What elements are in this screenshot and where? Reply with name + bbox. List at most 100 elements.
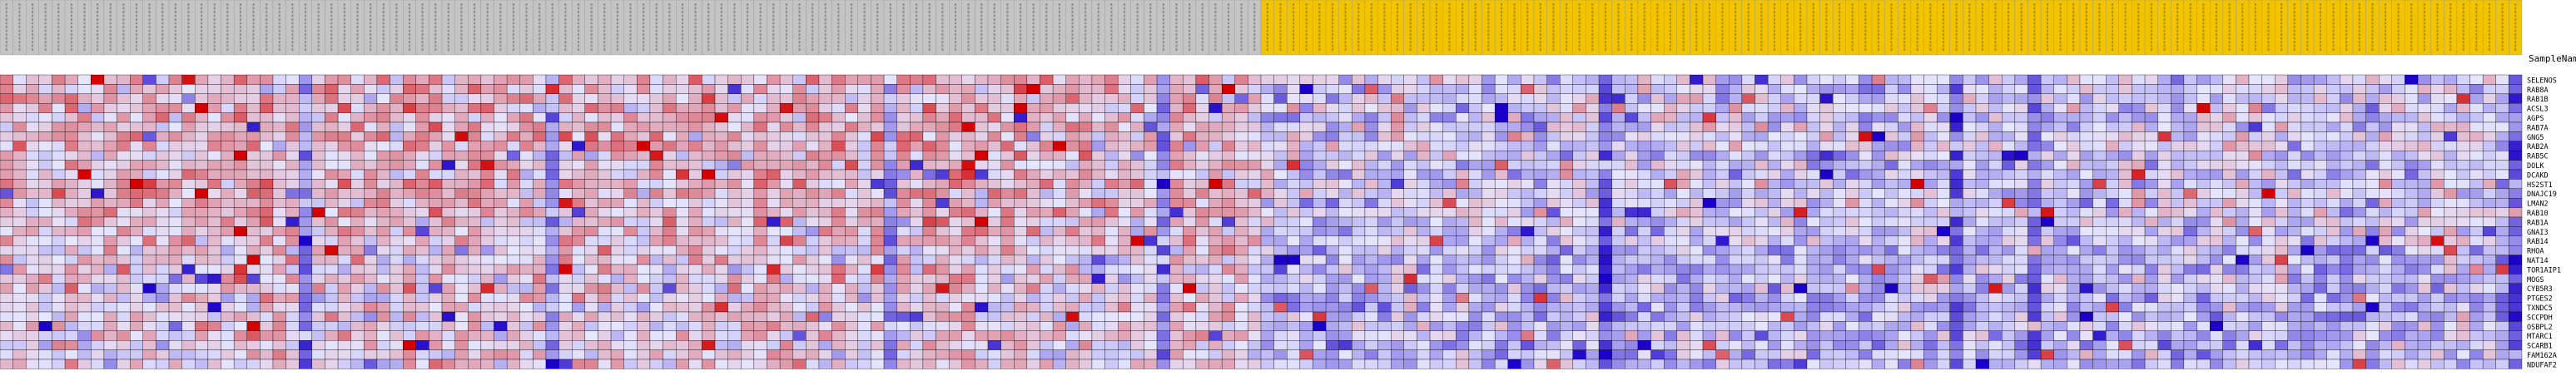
heatmap-cell	[1988, 141, 2003, 151]
heatmap-cell	[702, 207, 716, 218]
heatmap-cell	[311, 226, 325, 236]
heatmap-cell	[2171, 112, 2185, 123]
heatmap-cell	[2002, 93, 2016, 104]
heatmap-cell	[506, 103, 520, 113]
heatmap-cell	[1949, 283, 1963, 294]
heatmap-cell	[1299, 293, 1313, 303]
heatmap-cell	[1209, 160, 1223, 171]
heatmap-cell	[1287, 74, 1301, 85]
heatmap-cell	[584, 245, 598, 255]
heatmap-cell	[2365, 198, 2380, 208]
heatmap-cell	[1936, 151, 1950, 161]
heatmap-cell	[2132, 283, 2146, 294]
heatmap-cell	[2430, 198, 2444, 208]
heatmap-cell	[2209, 283, 2223, 294]
heatmap-cell	[2379, 198, 2392, 208]
heatmap-cell	[1260, 274, 1274, 284]
heatmap-cell	[2053, 103, 2067, 113]
heatmap-cell	[598, 84, 612, 94]
heatmap-cell	[936, 226, 950, 236]
heatmap-cell	[454, 235, 469, 246]
heatmap-cell	[142, 216, 156, 227]
heatmap-cell	[1664, 188, 1677, 199]
heatmap-cell	[987, 151, 1001, 161]
heatmap-cell	[871, 141, 885, 151]
heatmap-cell	[1169, 283, 1184, 294]
heatmap-cell	[403, 274, 416, 284]
heatmap-cell	[1364, 274, 1378, 284]
heatmap-cell	[26, 293, 40, 303]
heatmap-cell	[792, 74, 807, 85]
heatmap-cell	[975, 151, 989, 161]
heatmap-cell	[1963, 216, 1977, 227]
heatmap-cell	[675, 207, 689, 218]
heatmap-cell	[2482, 121, 2496, 132]
heatmap-cell	[714, 103, 728, 113]
heatmap-cell	[1702, 141, 1716, 151]
heatmap-cell	[1546, 226, 1561, 236]
heatmap-cell	[519, 131, 534, 141]
heatmap-cell	[1040, 198, 1054, 208]
heatmap-cell	[1482, 274, 1496, 284]
heatmap-cell	[2275, 151, 2289, 161]
heatmap-cell	[572, 207, 586, 218]
heatmap-cell	[649, 255, 663, 265]
heatmap-cell	[1910, 245, 1924, 255]
heatmap-cell	[1910, 226, 1924, 236]
heatmap-cell	[260, 188, 274, 199]
heatmap-cell	[1234, 131, 1248, 141]
heatmap-cell	[272, 235, 286, 246]
heatmap-cell	[1988, 169, 2003, 180]
heatmap-cell	[1611, 207, 1626, 218]
heatmap-cell	[403, 198, 416, 208]
heatmap-cell	[1417, 274, 1431, 284]
heatmap-cell	[2157, 141, 2171, 151]
heatmap-cell	[130, 207, 143, 218]
heatmap-cell	[1755, 207, 1769, 218]
heatmap-cell	[2326, 207, 2340, 218]
heatmap-cell	[1377, 198, 1392, 208]
heatmap-cell	[896, 131, 911, 141]
heatmap-cell	[1676, 235, 1690, 246]
heatmap-cell	[818, 74, 832, 85]
heatmap-cell	[1026, 112, 1040, 123]
heatmap-cell	[2391, 160, 2405, 171]
heatmap-cell	[533, 245, 547, 255]
heatmap-cell	[1442, 216, 1457, 227]
heatmap-cell	[1586, 274, 1600, 284]
heatmap-cell	[663, 103, 677, 113]
heatmap-cell	[2053, 245, 2067, 255]
heatmap-cell	[2248, 207, 2262, 218]
heatmap-cell	[572, 151, 586, 161]
heatmap-cell	[702, 235, 716, 246]
heatmap-cell	[1468, 198, 1482, 208]
heatmap-cell	[1026, 169, 1040, 180]
heatmap-cell	[910, 160, 924, 171]
heatmap-cell	[1144, 151, 1158, 161]
heatmap-cell	[922, 169, 936, 180]
heatmap-cell	[871, 121, 885, 132]
heatmap-cell	[572, 245, 586, 255]
heatmap-cell	[2379, 226, 2392, 236]
heatmap-cell	[987, 112, 1001, 123]
heatmap-cell	[1104, 131, 1119, 141]
heatmap-cell	[299, 245, 313, 255]
heatmap-cell	[1637, 131, 1651, 141]
heatmap-cell	[1729, 207, 1743, 218]
heatmap-cell	[533, 74, 547, 85]
heatmap-cell	[1806, 264, 1820, 275]
heatmap-cell	[1859, 141, 1873, 151]
heatmap-cell	[857, 103, 871, 113]
heatmap-cell	[1702, 245, 1716, 255]
heatmap-cell	[1546, 84, 1561, 94]
heatmap-cell	[2236, 226, 2250, 236]
heatmap-cell	[845, 160, 859, 171]
heatmap-cell	[818, 264, 832, 275]
heatmap-cell	[77, 74, 92, 85]
heatmap-cell	[2444, 283, 2458, 294]
heatmap-cell	[2236, 188, 2250, 199]
heatmap-cell	[1482, 198, 1496, 208]
heatmap-cell	[1949, 198, 1963, 208]
heatmap-cell	[1833, 283, 1847, 294]
heatmap-cell	[675, 245, 689, 255]
